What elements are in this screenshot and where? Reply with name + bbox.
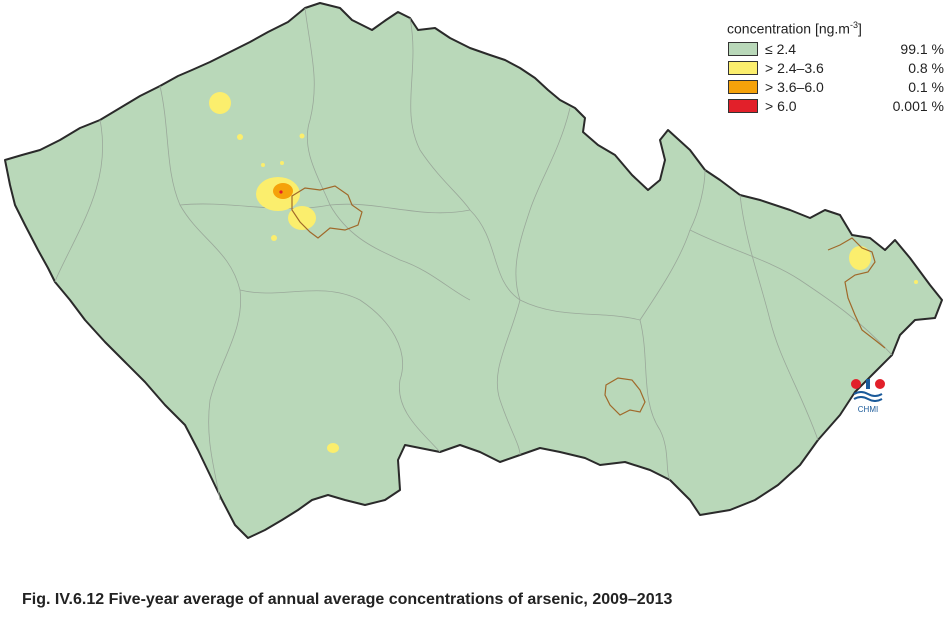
patch-high-kladno-core [273,183,293,199]
region-boundary [159,85,242,501]
legend-percent: 99.1 % [900,40,944,57]
region-boundary [689,229,893,356]
patch-mid-small [280,161,284,165]
city-boundaries [291,185,886,416]
region-boundary [54,119,104,283]
patch-mid-small [261,163,265,167]
patch-mid-liberec-area [209,92,231,114]
chmi-logo: CHMI [848,376,888,414]
legend-row-class-3: > 3.6–6.0 0.1 % [722,79,944,98]
legend-row-class-2: > 2.4–3.6 0.8 % [722,60,944,79]
legend-row-class-1: ≤ 2.4 99.1 % [722,41,944,60]
region-boundary [496,299,521,456]
legend-range-label: > 6.0 [765,97,797,114]
region-boundary [515,107,571,301]
prague-boundary [291,185,363,239]
legend: concentration [ng.m-3] ≤ 2.4 99.1 % > 2.… [722,20,944,117]
regional-boundaries [54,7,893,501]
chmi-logo-text: CHMI [857,405,879,414]
patch-mid-small [237,134,243,140]
patch-mid-ostrava-area [849,246,871,270]
legend-range-label: > 3.6–6.0 [765,78,824,95]
legend-range-label: > 2.4–3.6 [765,59,824,76]
legend-percent: 0.001 % [892,97,944,114]
region-boundary [239,289,441,453]
ostrava-boundary [827,237,886,349]
region-boundary [304,7,331,206]
arsenic-concentration-map [4,2,943,539]
legend-swatch [728,60,758,75]
patch-mid-prague-area [288,206,316,230]
legend-range-label: ≤ 2.4 [765,40,797,57]
region-boundary [639,319,671,481]
legend-swatch [728,41,758,56]
region-boundary [329,204,471,301]
legend-title: concentration [ng.m-3] [727,20,862,37]
figure-caption: Fig. IV.6.12 Five-year average of annual… [22,591,673,608]
region-boundary [739,194,819,441]
patch-mid-small [914,280,918,284]
region-boundary [639,169,706,321]
legend-percent: 0.8 % [908,59,944,76]
chmi-logo-icon [851,379,885,402]
concentration-patches [209,92,918,453]
legend-row-class-4: > 6.0 0.001 % [722,98,944,117]
legend-percent: 0.1 % [908,78,944,95]
legend-swatch [728,98,758,113]
patch-mid-small [299,133,305,139]
brno-boundary [604,377,646,416]
legend-swatch [728,79,758,94]
patch-mid-small [271,235,277,241]
patch-top-kladno-core [279,190,283,194]
patch-mid-south-bohemia [327,443,339,453]
region-boundary [409,17,471,211]
